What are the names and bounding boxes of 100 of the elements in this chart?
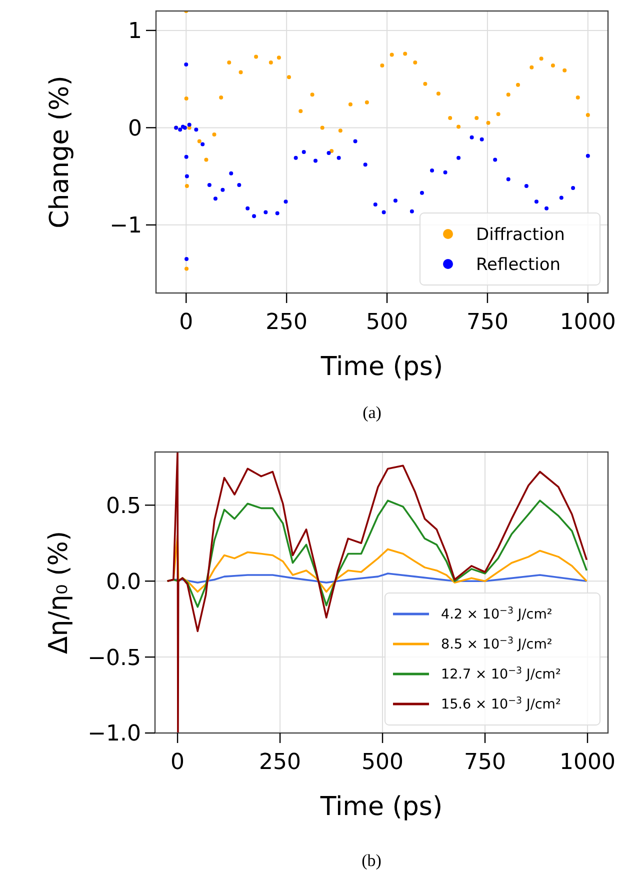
point bbox=[252, 214, 256, 218]
point bbox=[227, 60, 232, 65]
point bbox=[302, 150, 306, 154]
point bbox=[393, 198, 398, 203]
point bbox=[413, 60, 418, 65]
point bbox=[443, 170, 448, 174]
point bbox=[403, 52, 408, 56]
point bbox=[480, 137, 484, 142]
y-axis-title: Change (%) bbox=[45, 76, 75, 228]
point bbox=[238, 70, 243, 74]
legend-label: 15.6 × 10$^{−3}$ J/cm² bbox=[441, 695, 561, 713]
point bbox=[571, 186, 576, 190]
point bbox=[373, 202, 378, 207]
point bbox=[539, 56, 544, 61]
point bbox=[382, 210, 386, 214]
point bbox=[197, 139, 202, 144]
point bbox=[420, 190, 424, 195]
point bbox=[410, 209, 414, 214]
point bbox=[338, 128, 342, 133]
point bbox=[212, 132, 216, 136]
y-tick-label: 1 bbox=[128, 19, 142, 44]
point bbox=[184, 62, 188, 66]
point bbox=[336, 156, 341, 160]
point bbox=[220, 188, 225, 192]
point bbox=[284, 200, 288, 204]
y-tick-label: 0.0 bbox=[106, 570, 141, 595]
point bbox=[294, 156, 298, 160]
point bbox=[204, 158, 208, 162]
point bbox=[184, 266, 189, 271]
y-tick-label: −1 bbox=[110, 214, 142, 239]
point bbox=[348, 102, 352, 106]
y-axis-title: Δη/η₀ (%) bbox=[44, 530, 74, 654]
legend-label: 8.5 × 10$^{−3}$ J/cm² bbox=[441, 635, 552, 653]
point bbox=[544, 206, 549, 210]
point bbox=[430, 168, 434, 172]
text: (b) bbox=[362, 851, 382, 870]
point bbox=[486, 120, 490, 125]
point bbox=[562, 68, 567, 72]
point bbox=[213, 196, 218, 201]
point bbox=[237, 183, 242, 188]
legend-label: Diffraction bbox=[476, 224, 565, 245]
point bbox=[314, 158, 318, 163]
point bbox=[184, 184, 189, 188]
x-tick-label: 0 bbox=[170, 750, 185, 775]
point bbox=[550, 63, 555, 68]
point bbox=[586, 113, 590, 118]
point bbox=[276, 56, 281, 60]
x-axis-title: Time (ps) bbox=[320, 352, 444, 382]
point bbox=[496, 112, 500, 116]
x-tick-label: 750 bbox=[466, 310, 508, 335]
y-tick-label: −1.0 bbox=[88, 722, 141, 747]
point bbox=[470, 135, 474, 140]
point bbox=[178, 128, 182, 132]
point bbox=[380, 63, 384, 68]
point bbox=[576, 96, 580, 100]
point bbox=[456, 156, 461, 160]
point bbox=[275, 211, 280, 216]
x-axis-title: Time (ps) bbox=[319, 792, 443, 822]
point bbox=[353, 139, 358, 144]
point bbox=[559, 196, 564, 200]
point bbox=[254, 54, 258, 59]
point bbox=[200, 142, 205, 146]
point bbox=[506, 177, 510, 182]
legend-label: Reflection bbox=[476, 254, 561, 275]
point bbox=[448, 116, 452, 120]
line-series bbox=[166, 452, 588, 733]
point bbox=[219, 96, 224, 100]
x-tick-label: 0 bbox=[179, 310, 194, 335]
point bbox=[423, 82, 428, 86]
point bbox=[264, 210, 268, 214]
x-tick-label: 500 bbox=[366, 310, 408, 335]
point bbox=[320, 126, 324, 130]
point bbox=[184, 256, 189, 261]
point bbox=[326, 150, 331, 155]
point bbox=[330, 149, 334, 154]
y-tick-label: 0.5 bbox=[106, 494, 141, 519]
text: (a) bbox=[362, 403, 382, 422]
point bbox=[456, 124, 461, 129]
y-tick-label: 0 bbox=[128, 116, 142, 142]
point bbox=[524, 184, 528, 188]
x-tick-label: 750 bbox=[464, 750, 506, 775]
point bbox=[534, 200, 538, 204]
y-tick-label: −0.5 bbox=[88, 646, 141, 671]
legend-label: 4.2 × 10$^{−3}$ J/cm² bbox=[441, 605, 552, 623]
point bbox=[530, 65, 534, 70]
point bbox=[310, 92, 314, 97]
point bbox=[229, 171, 234, 176]
x-tick-label: 250 bbox=[259, 750, 302, 775]
point bbox=[516, 82, 520, 87]
x-tick-label: 250 bbox=[266, 310, 308, 335]
point bbox=[246, 206, 250, 210]
point bbox=[364, 100, 369, 104]
x-tick-label: 1000 bbox=[560, 750, 616, 775]
point bbox=[586, 154, 590, 158]
point bbox=[207, 183, 212, 188]
point bbox=[286, 75, 291, 80]
point bbox=[184, 174, 189, 178]
point bbox=[390, 52, 394, 57]
point bbox=[187, 122, 192, 127]
point bbox=[194, 128, 198, 132]
